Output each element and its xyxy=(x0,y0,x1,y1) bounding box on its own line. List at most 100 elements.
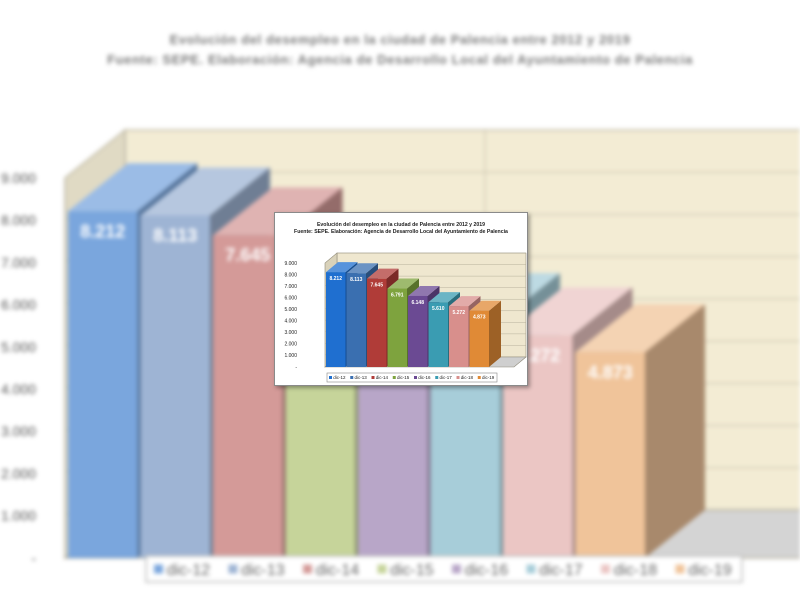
bg-data-label: 4.873 xyxy=(588,362,633,382)
bg-legend-swatch xyxy=(303,564,312,574)
inset-bar-top xyxy=(346,263,378,274)
inset-gridline-side xyxy=(324,252,338,264)
inset-bar-top xyxy=(449,296,481,307)
inset-bar-front xyxy=(367,278,387,367)
bg-y-tick-label: 7.000 xyxy=(1,254,36,270)
bg-y-tick-label: 6.000 xyxy=(1,297,36,313)
inset-chart: Evolución del desempleo en la ciudad de … xyxy=(274,212,528,386)
inset-legend-label: dic-15 xyxy=(397,375,410,380)
bg-bar-top xyxy=(140,167,270,216)
bg-legend-swatch xyxy=(377,564,387,574)
background-chart-title: Evolución del desempleo en la ciudad de … xyxy=(169,32,631,47)
inset-chart-title: Evolución del desempleo en la ciudad de … xyxy=(316,222,486,228)
bg-y-tick-label: 2.000 xyxy=(1,465,36,481)
bg-y-tick-label: 3.000 xyxy=(1,423,36,439)
bg-bar-side xyxy=(645,304,705,558)
inset-legend-swatch xyxy=(477,376,481,379)
inset-legend-swatch xyxy=(456,376,460,379)
inset-bar-top xyxy=(469,300,501,311)
inset-data-label: 7.645 xyxy=(370,283,383,289)
inset-bar-dic-19 xyxy=(469,300,501,367)
inset-bar-top xyxy=(428,292,460,303)
bg-y-tick-label: - xyxy=(31,550,36,566)
inset-chart-plot: - 1.000 2.000 3.000 4.000 5.000 6.000 7.000 8.00… xyxy=(284,252,527,383)
inset-bar-top xyxy=(367,268,399,279)
inset-legend-label: dic-12 xyxy=(333,375,346,380)
bg-legend-swatch xyxy=(228,564,238,574)
inset-legend-label: dic-18 xyxy=(461,375,474,380)
bg-data-label: 7.645 xyxy=(225,245,270,265)
bg-legend-box xyxy=(145,555,743,583)
inset-legend-swatch xyxy=(435,376,439,379)
inset-bar-top xyxy=(408,285,440,296)
inset-bar-front xyxy=(346,273,366,367)
bg-y-tick-label: 8.000 xyxy=(1,212,36,228)
inset-bar-side xyxy=(489,300,501,367)
inset-legend-label: dic-14 xyxy=(376,375,389,380)
bg-bar-front xyxy=(213,235,283,558)
inset-legend-swatch xyxy=(392,376,396,379)
bg-y-tick-label: 5.000 xyxy=(1,339,36,355)
inset-y-tick-label: 1.000 xyxy=(284,353,297,359)
inset-data-label: 6.148 xyxy=(411,300,424,306)
inset-legend-label: dic-16 xyxy=(418,375,431,380)
bg-legend-label: dic-16 xyxy=(465,562,509,579)
inset-legend-swatch xyxy=(414,376,417,379)
bg-y-tick-label: 9.000 xyxy=(1,170,36,186)
inset-y-tick-label: 2.000 xyxy=(284,342,297,348)
bg-bar-front xyxy=(68,211,138,558)
bg-bar-top xyxy=(213,187,343,236)
inset-y-tick-label: 9.000 xyxy=(284,261,297,267)
bg-legend-swatch xyxy=(526,564,536,574)
bg-y-tick-label: 1.000 xyxy=(1,508,36,524)
inset-y-tick-label: 7.000 xyxy=(284,284,297,290)
bg-bar-front xyxy=(575,352,645,558)
bg-data-label: 8.113 xyxy=(153,225,197,245)
bg-legend-label: dic-17 xyxy=(539,562,583,579)
inset-legend-swatch xyxy=(350,376,354,379)
inset-bar-front xyxy=(408,295,428,367)
inset-chart-subtitle: Fuente: SEPE. Elaboración: Agencia de De… xyxy=(294,229,508,235)
bg-gridline-side xyxy=(64,129,126,179)
bg-bar-top xyxy=(575,304,705,353)
inset-data-label: 4.873 xyxy=(473,315,486,321)
bg-legend-swatch xyxy=(675,564,685,574)
bg-legend-label: dic-18 xyxy=(614,562,658,579)
inset-legend-box xyxy=(326,372,498,383)
inset-data-label: 8.113 xyxy=(350,277,362,283)
inset-y-tick-label: - xyxy=(295,365,297,371)
bg-legend: dic-12 dic-13 dic-14 dic-15 dic-16 dic-17 dic-… xyxy=(145,555,743,583)
bg-legend-label: dic-15 xyxy=(390,562,434,579)
background-chart-subtitle: Fuente: SEPE. Elaboración: Agencia de De… xyxy=(107,52,693,67)
bg-data-label: 8.212 xyxy=(80,221,125,241)
inset-data-label: 5.610 xyxy=(432,306,445,312)
bg-legend-swatch xyxy=(154,564,163,574)
bg-legend-label: dic-14 xyxy=(316,562,360,579)
bg-bar-top xyxy=(503,287,633,336)
inset-legend: dic-12 dic-13 dic-14 dic-15 dic-16 dic-17 dic-… xyxy=(326,372,498,383)
inset-bar-front xyxy=(469,310,489,367)
inset-y-tick-label: 8.000 xyxy=(284,272,297,278)
inset-bar-top xyxy=(387,278,419,289)
inset-legend-swatch xyxy=(371,376,375,379)
inset-bar-front xyxy=(326,272,346,367)
bg-y-tick-label: 4.000 xyxy=(1,381,36,397)
inset-legend-label: dic-13 xyxy=(354,375,367,380)
bg-bar-top xyxy=(68,163,198,212)
inset-y-tick-label: 5.000 xyxy=(284,307,297,313)
inset-legend-label: dic-19 xyxy=(482,375,495,380)
inset-bar-front xyxy=(428,302,448,367)
bg-legend-label: dic-19 xyxy=(688,562,732,579)
inset-bar-front xyxy=(449,306,469,367)
inset-legend-swatch xyxy=(329,376,332,379)
inset-y-tick-label: 6.000 xyxy=(284,295,297,301)
inset-y-tick-label: 3.000 xyxy=(284,330,297,336)
bg-legend-label: dic-12 xyxy=(167,562,211,579)
inset-legend-label: dic-17 xyxy=(439,375,452,380)
bg-legend-label: dic-13 xyxy=(241,562,285,579)
bg-bar-dic-19 xyxy=(575,304,705,558)
bg-legend-swatch xyxy=(601,564,610,574)
bg-bar-front xyxy=(140,215,210,558)
inset-data-label: 5.272 xyxy=(452,310,465,316)
inset-data-label: 8.212 xyxy=(329,276,342,282)
